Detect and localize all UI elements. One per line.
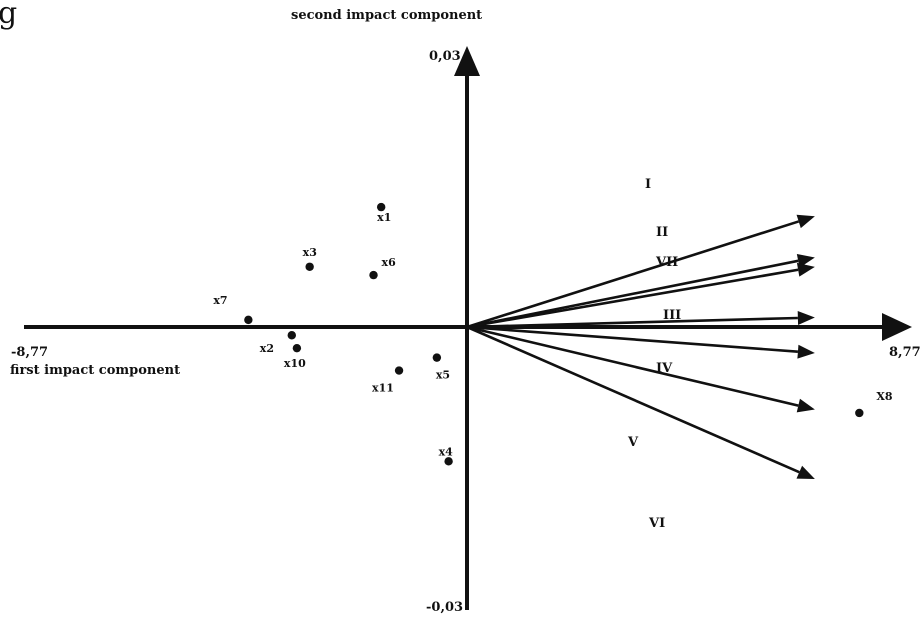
point-marker (244, 315, 253, 325)
vector-label: VII (655, 255, 678, 270)
point-x6: x6 (369, 256, 397, 280)
vector-arrowhead (796, 214, 815, 229)
point-x3: x3 (303, 246, 317, 271)
point-label: x10 (284, 357, 306, 370)
vector-arrowhead (797, 311, 815, 325)
vector-vi: VI (466, 325, 815, 531)
point-label: x7 (213, 294, 227, 307)
vector-arrowhead (796, 262, 815, 277)
vector-label: III (663, 308, 681, 323)
point-label: X8 (876, 390, 893, 403)
point-marker (369, 270, 378, 280)
x-axis-arrowhead (882, 313, 912, 341)
point-x11: x11 (372, 366, 404, 395)
vector-label: V (627, 435, 639, 450)
point-marker (292, 343, 302, 353)
point-label: x6 (382, 256, 397, 269)
vector-label: I (645, 177, 651, 192)
score-points: x1x3x6x7x2x10x5x11X8x4x9 (213, 202, 893, 466)
vector-label: II (656, 225, 668, 240)
vector-arrowhead (797, 344, 815, 359)
vector-v: V (466, 325, 815, 450)
point-marker (855, 408, 864, 418)
vector-line (466, 220, 800, 329)
vector-arrowhead (796, 465, 815, 480)
y-max-label: 0,03 (429, 49, 461, 64)
point-label: x4 (439, 445, 454, 458)
point-marker (305, 262, 314, 271)
point-marker (287, 331, 296, 340)
point-marker (376, 202, 386, 212)
point-x8: X8 (855, 390, 893, 418)
vector-arrowhead (796, 398, 815, 413)
point-label: x3 (303, 246, 317, 259)
axes (24, 46, 912, 610)
point-x2: x2 (260, 331, 296, 355)
point-x5: x5 (432, 353, 450, 382)
point-label: x1 (377, 211, 391, 224)
title-fragment: g (0, 0, 17, 31)
vector-line (466, 325, 799, 407)
point-label: x2 (260, 342, 274, 355)
vector-line (466, 259, 799, 329)
point-x7: x7 (213, 294, 253, 325)
y-axis-arrowhead (454, 46, 480, 76)
x-min-label: -8,77 (11, 345, 48, 360)
point-label: x5 (436, 369, 450, 382)
point-marker (444, 457, 453, 466)
vector-i: I (466, 177, 815, 329)
vector-line (466, 325, 800, 474)
point-marker (394, 366, 404, 375)
point-x10: x10 (284, 343, 306, 370)
point-x1: x1 (376, 202, 391, 224)
point-label: x11 (372, 382, 394, 395)
vector-vii: VII (466, 255, 815, 329)
vector-line (466, 325, 799, 353)
vector-label: VI (648, 516, 665, 531)
point-marker (432, 353, 442, 362)
y-min-label: -0,03 (426, 600, 463, 615)
vector-line (466, 268, 799, 329)
x-axis-label: first impact component (10, 363, 180, 378)
vector-line (466, 316, 798, 329)
x-max-label: 8,77 (889, 345, 921, 360)
y-axis-label: second impact component (291, 8, 482, 23)
point-x4: x4 (439, 445, 454, 466)
vector-iii: III (466, 308, 815, 329)
